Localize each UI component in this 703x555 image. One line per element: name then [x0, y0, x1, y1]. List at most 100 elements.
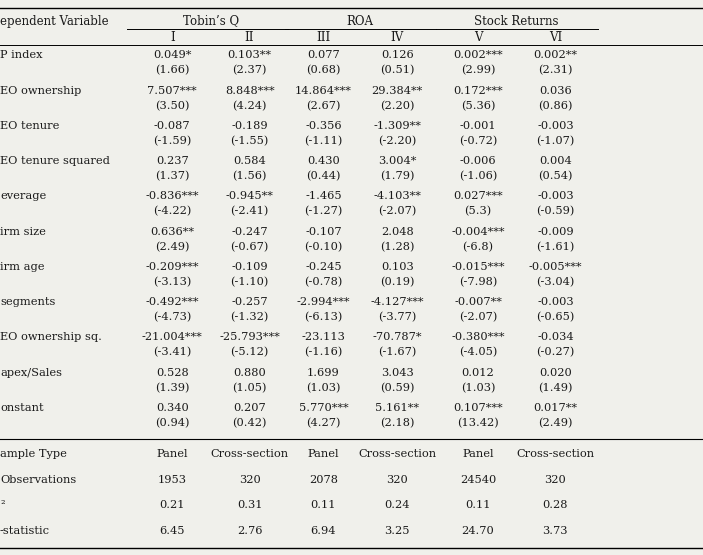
Text: (-5.12): (-5.12): [231, 347, 269, 357]
Text: 0.036: 0.036: [539, 85, 572, 96]
Text: (-1.11): (-1.11): [304, 136, 342, 146]
Text: EO ownership: EO ownership: [0, 85, 82, 96]
Text: EO tenure: EO tenure: [0, 121, 59, 131]
Text: -0.007**: -0.007**: [454, 297, 502, 307]
Text: (1.56): (1.56): [232, 171, 267, 181]
Text: -0.107: -0.107: [305, 226, 342, 237]
Text: 3.043: 3.043: [381, 367, 413, 378]
Text: Panel: Panel: [308, 449, 339, 460]
Text: -0.009: -0.009: [537, 226, 574, 237]
Text: (-1.59): (-1.59): [153, 136, 191, 146]
Text: 320: 320: [239, 475, 260, 485]
Text: -0.247: -0.247: [231, 226, 268, 237]
Text: (-0.67): (-0.67): [231, 241, 269, 252]
Text: IV: IV: [391, 31, 404, 44]
Text: (-6.13): (-6.13): [304, 312, 342, 322]
Text: -0.006: -0.006: [460, 156, 496, 166]
Text: -0.015***: -0.015***: [451, 262, 505, 272]
Text: (1.79): (1.79): [380, 171, 415, 181]
Text: (1.39): (1.39): [155, 382, 190, 393]
Text: -4.103**: -4.103**: [373, 191, 421, 201]
Text: 6.45: 6.45: [160, 526, 185, 536]
Text: 8.848***: 8.848***: [225, 85, 274, 96]
Text: 14.864***: 14.864***: [295, 85, 352, 96]
Text: (2.67): (2.67): [306, 100, 341, 111]
Text: EO ownership sq.: EO ownership sq.: [0, 332, 102, 342]
Text: 0.207: 0.207: [233, 403, 266, 413]
Text: 0.126: 0.126: [381, 51, 413, 60]
Text: (2.31): (2.31): [538, 65, 573, 75]
Text: P index: P index: [0, 51, 42, 60]
Text: (-1.61): (-1.61): [536, 241, 574, 252]
Text: (-3.77): (-3.77): [378, 312, 416, 322]
Text: -0.003: -0.003: [537, 191, 574, 201]
Text: (5.36): (5.36): [460, 100, 496, 111]
Text: 0.002***: 0.002***: [453, 51, 503, 60]
Text: -0.003: -0.003: [537, 297, 574, 307]
Text: -1.309**: -1.309**: [373, 121, 421, 131]
Text: 0.430: 0.430: [307, 156, 340, 166]
Text: III: III: [316, 31, 330, 44]
Text: 7.507***: 7.507***: [148, 85, 197, 96]
Text: 0.528: 0.528: [156, 367, 188, 378]
Text: (3.50): (3.50): [155, 100, 190, 111]
Text: (0.19): (0.19): [380, 277, 415, 287]
Text: (-0.65): (-0.65): [536, 312, 574, 322]
Text: -21.004***: -21.004***: [142, 332, 202, 342]
Text: V: V: [474, 31, 482, 44]
Text: II: II: [245, 31, 254, 44]
Text: (1.03): (1.03): [306, 382, 341, 393]
Text: (-1.55): (-1.55): [231, 136, 269, 146]
Text: (0.51): (0.51): [380, 65, 415, 75]
Text: 0.28: 0.28: [543, 500, 568, 511]
Text: (1.28): (1.28): [380, 241, 415, 252]
Text: 0.103**: 0.103**: [228, 51, 271, 60]
Text: (-0.10): (-0.10): [304, 241, 342, 252]
Text: -0.001: -0.001: [460, 121, 496, 131]
Text: (-3.04): (-3.04): [536, 277, 574, 287]
Text: ependent Variable: ependent Variable: [0, 14, 109, 28]
Text: Stock Returns: Stock Returns: [475, 14, 559, 28]
Text: 0.017**: 0.017**: [534, 403, 577, 413]
Text: -0.209***: -0.209***: [146, 262, 199, 272]
Text: ample Type: ample Type: [0, 449, 67, 460]
Text: 0.020: 0.020: [539, 367, 572, 378]
Text: (-4.73): (-4.73): [153, 312, 191, 322]
Text: 24540: 24540: [460, 475, 496, 485]
Text: (-7.98): (-7.98): [459, 277, 497, 287]
Text: (-1.10): (-1.10): [231, 277, 269, 287]
Text: segments: segments: [0, 297, 56, 307]
Text: Observations: Observations: [0, 475, 76, 485]
Text: 0.880: 0.880: [233, 367, 266, 378]
Text: 3.73: 3.73: [543, 526, 568, 536]
Text: (0.54): (0.54): [538, 171, 573, 181]
Text: 5.770***: 5.770***: [299, 403, 348, 413]
Text: (0.42): (0.42): [232, 418, 267, 428]
Text: -2.994***: -2.994***: [297, 297, 350, 307]
Text: (0.68): (0.68): [306, 65, 341, 75]
Text: 2.048: 2.048: [381, 226, 413, 237]
Text: 0.24: 0.24: [385, 500, 410, 511]
Text: apex/Sales: apex/Sales: [0, 367, 62, 378]
Text: 1.699: 1.699: [307, 367, 340, 378]
Text: (-2.20): (-2.20): [378, 136, 416, 146]
Text: -70.787*: -70.787*: [373, 332, 422, 342]
Text: -0.004***: -0.004***: [451, 226, 505, 237]
Text: (0.44): (0.44): [306, 171, 341, 181]
Text: 0.077: 0.077: [307, 51, 340, 60]
Text: -0.189: -0.189: [231, 121, 268, 131]
Text: (5.3): (5.3): [465, 206, 491, 216]
Text: -0.087: -0.087: [154, 121, 191, 131]
Text: (-1.06): (-1.06): [459, 171, 497, 181]
Text: (-3.41): (-3.41): [153, 347, 191, 357]
Text: (1.37): (1.37): [155, 171, 190, 181]
Text: -0.945**: -0.945**: [226, 191, 273, 201]
Text: 5.161**: 5.161**: [375, 403, 419, 413]
Text: (-0.59): (-0.59): [536, 206, 574, 216]
Text: (2.49): (2.49): [155, 241, 190, 252]
Text: (1.05): (1.05): [232, 382, 267, 393]
Text: -statistic: -statistic: [0, 526, 50, 536]
Text: -0.034: -0.034: [537, 332, 574, 342]
Text: 6.94: 6.94: [311, 526, 336, 536]
Text: 0.11: 0.11: [465, 500, 491, 511]
